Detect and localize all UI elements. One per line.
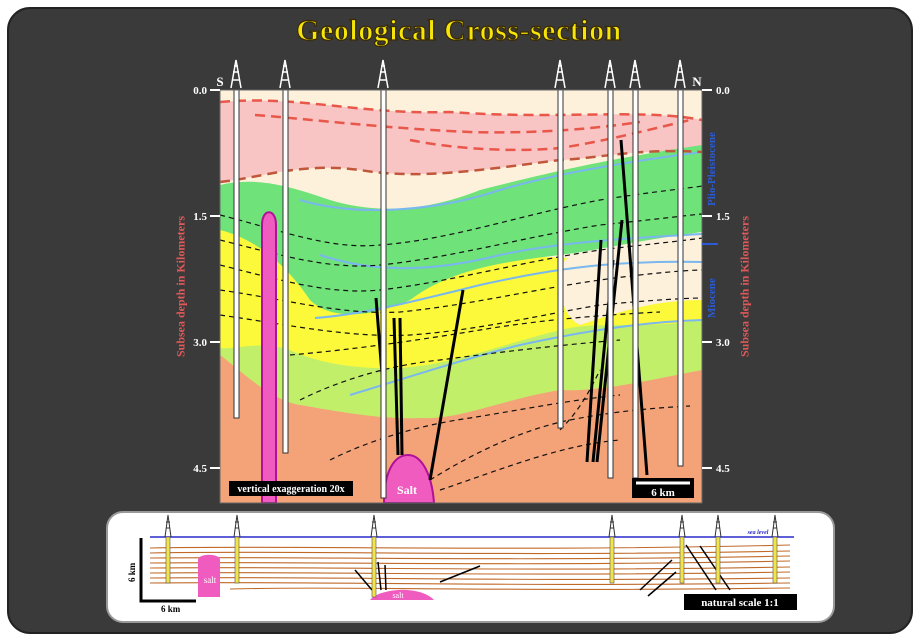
- main-section: [220, 90, 702, 503]
- depth-tick-right-1: 1.5: [716, 211, 730, 223]
- page-title: Geological Cross-section: [296, 13, 622, 47]
- compass-south: S: [216, 74, 223, 89]
- depth-tick-3: 4.5: [193, 463, 207, 475]
- salt-diapir-left: [261, 211, 277, 503]
- inset-salt-left: [198, 554, 220, 597]
- depth-tick-right-0: 0.0: [716, 85, 730, 97]
- inset-wells: [165, 536, 778, 598]
- depth-ticks-right: 0.0 1.5 3.0 4.5: [702, 85, 730, 475]
- depth-tick-0: 0.0: [193, 85, 207, 97]
- epoch-miocene: Miocene: [706, 278, 718, 318]
- inset-salt-label-center: salt: [392, 591, 404, 600]
- salt-label: Salt: [397, 483, 417, 497]
- exaggeration-label: vertical exaggeration 20x: [237, 484, 344, 495]
- faults: [374, 139, 649, 481]
- inset-faults: [354, 544, 731, 597]
- inset-vertical-scale-label: 6 km: [127, 562, 137, 582]
- depth-tick-1: 1.5: [193, 211, 207, 223]
- sea-level-label: sea level: [747, 530, 769, 536]
- derricks: [230, 59, 686, 89]
- main-section-border: [219, 89, 703, 504]
- inset-horizontal-scale-label: 6 km: [161, 604, 181, 614]
- natural-scale-label: natural scale 1:1: [701, 597, 779, 609]
- yellow-layer: [220, 194, 702, 369]
- horizon-lines: [220, 185, 702, 491]
- green-layer: [220, 145, 702, 315]
- inset-salt-label-left: salt: [204, 575, 217, 585]
- inset-salt-center: [370, 589, 434, 600]
- compass-north: N: [692, 74, 702, 89]
- depth-tick-right-2: 3.0: [716, 337, 730, 349]
- scale-bar-label: 6 km: [651, 487, 675, 499]
- depth-tick-2: 3.0: [193, 337, 207, 349]
- wells: [233, 90, 684, 499]
- depth-tick-right-3: 4.5: [716, 463, 730, 475]
- epoch-plio-pleistocene: Plio-Pleistocene: [706, 132, 718, 206]
- inset-panel: [106, 511, 835, 623]
- inset-derricks: [164, 514, 779, 538]
- salt-dome: [382, 453, 436, 503]
- exaggeration-box: [229, 481, 353, 496]
- pink-layer: [220, 100, 702, 182]
- natural-scale-box: [684, 594, 797, 610]
- inset-scale-bars: [139, 538, 196, 603]
- depth-ticks-left: 0.0 1.5 3.0 4.5: [193, 85, 220, 475]
